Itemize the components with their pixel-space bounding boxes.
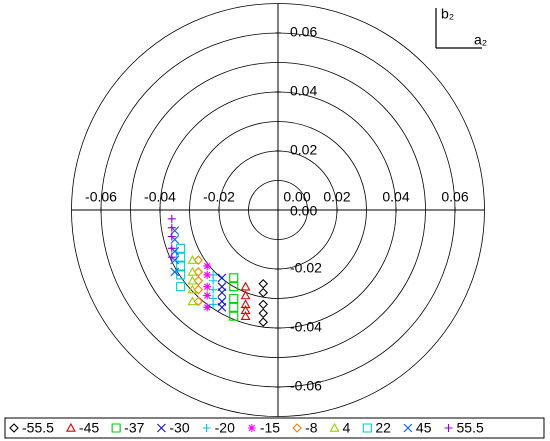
legend-label: -55.5 — [22, 420, 54, 436]
legend-label: 22 — [375, 420, 391, 436]
point — [193, 284, 204, 295]
point — [193, 296, 204, 307]
point — [203, 262, 212, 271]
point — [217, 273, 227, 283]
legend-label: -37 — [124, 420, 144, 436]
legend-marker — [403, 423, 413, 433]
point — [187, 255, 198, 264]
point — [240, 311, 251, 320]
legend-marker — [157, 423, 166, 433]
point — [217, 288, 227, 297]
point — [187, 266, 198, 276]
axis-inset — [435, 8, 482, 49]
y-tick-label: 0.02 — [290, 142, 317, 158]
y-tick-label: 0.04 — [290, 83, 317, 99]
point — [258, 278, 269, 289]
point — [217, 302, 227, 312]
y-tick-label: -0.04 — [290, 319, 322, 335]
x-tick-label: 0.06 — [441, 189, 468, 205]
legend-label: -20 — [215, 420, 235, 436]
point — [229, 282, 239, 292]
legend-label: 45 — [416, 420, 432, 436]
x-axis-label: a₂ — [474, 32, 487, 48]
point — [209, 276, 218, 285]
legend-marker — [111, 423, 121, 433]
legend-marker — [202, 424, 211, 432]
point — [167, 232, 176, 241]
x-tick-label: 0.00 — [283, 189, 310, 205]
x-tick-label: -0.02 — [203, 189, 235, 205]
point — [229, 311, 239, 321]
point — [176, 282, 186, 292]
legend-label: 4 — [343, 420, 351, 436]
point — [176, 270, 186, 280]
point — [167, 214, 176, 223]
point — [203, 282, 212, 291]
x-tick-label: -0.04 — [144, 189, 176, 205]
point — [193, 255, 204, 265]
point — [176, 261, 186, 271]
legend-marker — [9, 423, 19, 433]
point — [203, 270, 212, 279]
legend-box — [4, 417, 545, 439]
point — [187, 284, 198, 294]
point — [240, 305, 251, 315]
point — [258, 317, 269, 327]
y-tick-label: -0.06 — [290, 378, 322, 394]
legend-marker — [444, 424, 453, 432]
point — [229, 293, 239, 304]
legend-marker — [65, 422, 76, 432]
point — [229, 273, 239, 283]
legend-label: -30 — [169, 420, 189, 436]
point — [229, 302, 239, 312]
y-tick-label: 0.06 — [290, 24, 317, 40]
legend-label: -8 — [305, 420, 318, 436]
point — [203, 291, 212, 300]
y-tick-label: 0.00 — [290, 203, 317, 219]
point — [170, 267, 180, 277]
point — [193, 267, 204, 277]
point — [258, 299, 269, 310]
point — [167, 244, 176, 253]
point — [187, 296, 198, 306]
point — [240, 299, 251, 309]
point — [203, 303, 212, 312]
point — [193, 276, 204, 286]
x-tick-label: 0.02 — [323, 189, 350, 205]
point — [187, 275, 198, 285]
point — [258, 308, 269, 319]
point — [240, 290, 251, 300]
legend-label: -15 — [260, 420, 280, 436]
legend-marker — [362, 423, 372, 433]
point — [167, 253, 176, 262]
x-tick-label: -0.06 — [85, 189, 117, 205]
legend-label: -45 — [79, 420, 99, 436]
legend-marker — [247, 424, 256, 432]
point — [240, 281, 251, 291]
point — [209, 300, 218, 309]
point — [209, 285, 218, 294]
x-tick-label: 0.04 — [382, 189, 409, 205]
legend-label: 55.5 — [457, 420, 484, 436]
legend-marker — [329, 422, 340, 432]
y-axis-label: b₂ — [441, 6, 454, 22]
point — [258, 287, 269, 298]
point — [167, 223, 176, 232]
y-tick-label: -0.02 — [290, 260, 322, 276]
legend-marker — [292, 423, 302, 433]
